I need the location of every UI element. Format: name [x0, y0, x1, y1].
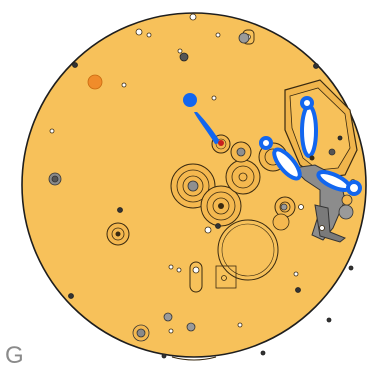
pointer-head	[183, 93, 197, 107]
large-wheel-ring	[221, 223, 275, 277]
screw-l	[260, 350, 266, 356]
pointer-target	[218, 140, 224, 146]
bottom-slot-hole	[192, 266, 200, 274]
cap-left	[259, 136, 273, 150]
hole-g	[177, 48, 183, 54]
hole-n	[293, 271, 299, 277]
screw-f	[295, 287, 301, 293]
bushing-a-core	[51, 175, 59, 183]
crown-wheel-ring	[111, 227, 125, 241]
balance-caps	[259, 96, 362, 196]
hole-c	[189, 13, 197, 21]
pointer-body	[194, 112, 221, 144]
pointer-pin-icon	[183, 93, 224, 146]
balloon-top	[300, 104, 318, 158]
steel-lever-2	[314, 204, 346, 243]
hole-e	[121, 82, 127, 88]
hole-k	[204, 226, 212, 234]
hole-a	[135, 28, 143, 36]
pallet-wheel-2	[272, 213, 290, 231]
hole-d	[215, 32, 221, 38]
fourth-wheel-ring-2	[238, 172, 248, 182]
hole-b	[146, 32, 152, 38]
fourth-wheel	[225, 159, 261, 195]
third-wheel-pivot	[218, 203, 224, 209]
screw-d	[337, 135, 343, 141]
center-wheel-ring	[176, 169, 210, 203]
screw-e	[68, 293, 74, 299]
hole-p	[298, 204, 304, 210]
balloon-left	[272, 147, 302, 181]
bushing-f	[338, 204, 354, 220]
bottom-square	[215, 265, 237, 289]
plate-screws	[68, 52, 354, 359]
screw-k	[161, 353, 167, 359]
third-wheel-ring-2	[212, 197, 230, 215]
plate-holes	[49, 13, 356, 334]
hole-j	[176, 267, 182, 273]
hole-m	[168, 328, 174, 334]
pallet-wheel-ring	[279, 201, 291, 213]
bushing-e	[238, 32, 250, 44]
hole-o	[319, 225, 325, 231]
bottom-slot	[189, 261, 203, 293]
crown-wheel-pivot	[115, 231, 121, 237]
cap-right	[346, 180, 362, 196]
marker-dot-icon	[87, 74, 103, 90]
hole-h	[211, 95, 217, 101]
hole-l	[237, 322, 243, 328]
center-jewel	[187, 180, 199, 192]
large-wheel	[217, 219, 279, 281]
third-wheel-ring	[206, 191, 236, 221]
screw-c	[313, 63, 319, 69]
hole-i	[168, 264, 174, 270]
bushing-c	[163, 312, 173, 322]
steel-bushings	[48, 32, 354, 342]
bushing-g	[341, 194, 353, 206]
small-wheel-b-ring	[215, 138, 227, 150]
screw-j	[215, 223, 221, 229]
screw-b	[179, 52, 189, 62]
small-wheel-a-jewel	[236, 147, 246, 157]
screw-i	[117, 207, 123, 213]
bushing-d	[186, 322, 196, 332]
fourth-wheel-ring	[231, 165, 255, 189]
screw-a	[72, 62, 78, 68]
screw-g	[326, 317, 332, 323]
bushing-h	[280, 203, 288, 211]
bushing-b-core	[136, 328, 146, 338]
plate-bottom-notch	[171, 356, 217, 361]
cap-top	[300, 96, 314, 110]
center-wheel-ring-2	[182, 175, 204, 197]
balance-outlines	[272, 104, 352, 193]
hole-f	[49, 128, 55, 134]
corner-letter: G	[5, 342, 24, 369]
bushing-i	[328, 148, 336, 156]
screw-h	[348, 265, 354, 271]
balance-pivot	[309, 155, 315, 161]
bottom-square-dot	[221, 275, 227, 281]
